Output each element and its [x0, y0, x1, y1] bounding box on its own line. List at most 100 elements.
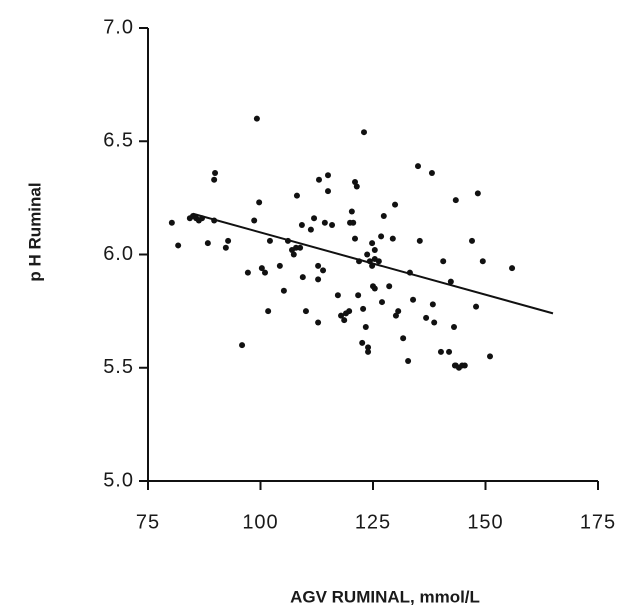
- point: [341, 317, 348, 324]
- point: [329, 222, 336, 229]
- point: [334, 292, 341, 299]
- point: [175, 242, 182, 249]
- point: [266, 237, 273, 244]
- point: [253, 115, 260, 122]
- point: [479, 258, 486, 265]
- point: [298, 222, 305, 229]
- regression-line: [192, 212, 554, 315]
- point: [297, 244, 304, 251]
- point: [290, 251, 297, 258]
- point: [452, 197, 459, 204]
- point: [239, 342, 246, 349]
- point: [461, 362, 468, 369]
- x-tick-label: 150: [467, 511, 503, 533]
- point: [325, 188, 331, 195]
- point: [451, 323, 457, 330]
- point: [380, 212, 387, 219]
- point: [487, 353, 493, 360]
- point: [262, 269, 268, 276]
- point: [256, 199, 263, 206]
- point: [447, 278, 454, 285]
- point: [362, 323, 369, 330]
- y-tick-label: 7.0: [103, 16, 134, 38]
- point: [410, 296, 417, 303]
- point: [276, 262, 283, 269]
- point: [204, 240, 211, 247]
- point: [364, 251, 371, 258]
- x-tick-label: 75: [136, 511, 160, 533]
- point: [353, 183, 360, 190]
- point: [440, 258, 447, 265]
- point: [416, 237, 423, 244]
- point: [307, 226, 314, 233]
- point: [361, 129, 367, 136]
- point: [431, 319, 438, 326]
- y-tick-label: 6.5: [103, 130, 134, 152]
- point: [400, 335, 407, 342]
- point: [316, 176, 322, 183]
- point: [251, 217, 258, 224]
- point: [225, 237, 232, 244]
- point: [375, 258, 382, 265]
- point: [371, 285, 378, 292]
- point: [437, 348, 444, 355]
- point: [265, 308, 272, 315]
- y-tick-label: 5.5: [103, 356, 134, 378]
- point: [352, 179, 358, 186]
- point: [212, 169, 219, 176]
- point: [321, 219, 328, 226]
- point: [429, 301, 436, 308]
- y-tick-label: 6.0: [103, 243, 134, 265]
- x-tick-label: 125: [355, 511, 391, 533]
- point: [474, 190, 481, 197]
- point: [415, 163, 421, 170]
- x-tick-label: 175: [580, 511, 616, 533]
- x-tick-label: 100: [242, 511, 278, 533]
- point: [244, 269, 251, 276]
- point: [315, 319, 322, 326]
- point: [280, 287, 287, 294]
- point: [315, 262, 322, 269]
- point: [446, 348, 453, 355]
- point: [386, 283, 393, 290]
- point: [365, 344, 372, 351]
- point: [365, 348, 372, 355]
- point: [311, 215, 318, 222]
- point: [469, 237, 475, 244]
- point: [369, 240, 376, 247]
- point: [405, 357, 412, 364]
- point: [258, 265, 265, 272]
- point: [346, 308, 353, 315]
- point: [509, 265, 516, 272]
- point: [338, 312, 345, 319]
- point: [348, 208, 355, 215]
- point: [315, 276, 322, 283]
- point: [168, 219, 175, 226]
- point: [352, 235, 358, 242]
- point: [350, 219, 357, 226]
- point: [222, 244, 229, 251]
- point: [395, 308, 402, 315]
- point: [428, 169, 435, 176]
- point: [392, 201, 399, 208]
- point: [371, 246, 378, 253]
- point: [359, 339, 366, 346]
- y-axis-label: p H Ruminal: [25, 182, 44, 281]
- point: [392, 312, 399, 319]
- point: [293, 192, 300, 199]
- y-tick-label: 5.0: [103, 469, 134, 491]
- point: [423, 314, 430, 321]
- point: [379, 299, 385, 306]
- point: [211, 176, 218, 183]
- point: [378, 233, 385, 240]
- point: [325, 172, 331, 179]
- x-axis-label: AGV RUMINAL, mmol/L: [290, 587, 480, 606]
- point: [473, 303, 480, 310]
- point: [355, 292, 362, 299]
- point: [302, 308, 309, 315]
- point: [389, 235, 396, 242]
- point: [320, 267, 327, 274]
- point: [360, 305, 367, 312]
